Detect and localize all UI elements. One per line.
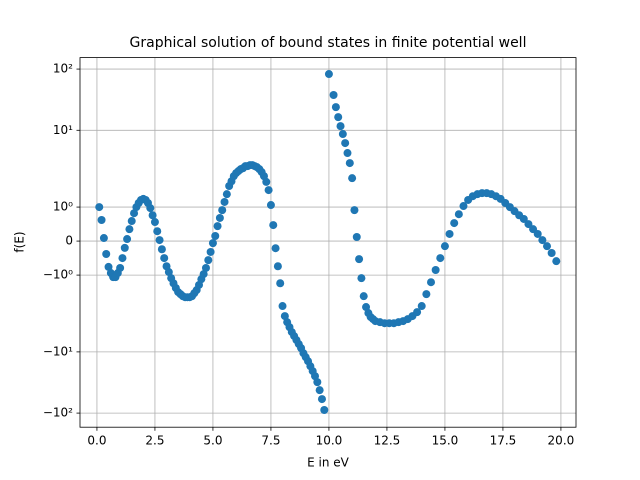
data-point <box>95 203 104 212</box>
y-tick-label: −10¹ <box>43 344 73 358</box>
data-point <box>211 231 220 240</box>
y-tick-label: −10² <box>43 406 73 420</box>
data-point <box>343 149 352 158</box>
data-point <box>215 213 224 222</box>
data-point <box>125 225 134 234</box>
data-point <box>417 302 426 311</box>
data-point <box>104 262 113 271</box>
data-point <box>150 218 159 227</box>
data-point <box>276 279 285 288</box>
data-point <box>264 186 273 195</box>
data-point <box>199 270 208 279</box>
data-point <box>348 174 357 183</box>
x-tick-label: 7.5 <box>261 434 280 448</box>
data-point <box>345 159 354 168</box>
data-point <box>146 204 155 213</box>
data-point <box>413 308 422 317</box>
x-tick-label: 10.0 <box>316 434 343 448</box>
plot-frame <box>79 57 577 428</box>
data-point <box>331 103 340 112</box>
data-point <box>320 405 329 414</box>
data-point <box>445 229 454 238</box>
data-point <box>213 222 222 231</box>
data-point <box>317 395 326 404</box>
data-point <box>533 229 542 238</box>
data-point <box>262 177 271 186</box>
data-point <box>97 216 106 225</box>
data-point <box>130 209 139 218</box>
data-point <box>459 202 468 211</box>
data-point <box>538 236 547 245</box>
data-point <box>278 302 287 311</box>
data-point <box>153 227 162 236</box>
x-tick-label: 15.0 <box>432 434 459 448</box>
x-tick-label: 2.5 <box>145 434 164 448</box>
data-point <box>116 263 125 272</box>
data-point <box>99 234 108 243</box>
data-point <box>350 206 359 215</box>
data-point <box>552 257 561 266</box>
data-point <box>157 245 166 254</box>
x-tick-label: 20.0 <box>548 434 575 448</box>
data-point <box>208 239 217 248</box>
data-point <box>352 233 361 242</box>
data-point <box>280 312 289 321</box>
data-point <box>519 214 528 223</box>
data-point <box>436 254 445 263</box>
data-point <box>102 250 111 259</box>
chart-title: Graphical solution of bound states in fi… <box>130 35 527 51</box>
data-point <box>204 256 213 265</box>
data-point <box>273 262 282 271</box>
data-point <box>218 206 227 215</box>
data-point <box>524 220 533 229</box>
y-tick-label: 10² <box>53 62 73 76</box>
data-point <box>359 292 368 301</box>
data-point <box>206 247 215 256</box>
data-point <box>422 290 431 299</box>
data-point <box>543 242 552 251</box>
data-point <box>311 372 320 381</box>
data-point <box>547 248 556 257</box>
data-point <box>336 122 345 131</box>
x-tick-label: 5.0 <box>203 434 222 448</box>
data-point <box>222 190 231 199</box>
y-tick-label: 10⁰ <box>53 200 73 214</box>
x-tick-label: 12.5 <box>374 434 401 448</box>
data-point <box>450 219 459 228</box>
data-point <box>201 263 210 272</box>
data-point <box>431 265 440 274</box>
data-point <box>427 278 436 287</box>
data-point <box>338 130 347 139</box>
data-point <box>440 242 449 251</box>
data-point <box>160 254 169 263</box>
data-point <box>220 197 229 206</box>
data-point <box>334 113 343 122</box>
data-point <box>164 268 173 277</box>
x-tick-label: 17.5 <box>490 434 517 448</box>
y-tick-label: 0 <box>65 234 73 248</box>
data-point <box>148 211 157 220</box>
data-point <box>329 91 338 100</box>
data-point <box>271 244 280 253</box>
data-point <box>266 201 275 210</box>
x-axis-label: E in eV <box>307 456 350 470</box>
y-tick-label: 10¹ <box>53 123 73 137</box>
data-point <box>120 243 129 252</box>
data-point <box>454 210 463 219</box>
y-tick-label: −10⁰ <box>43 268 73 282</box>
data-point <box>269 221 278 230</box>
x-tick-label: 0.0 <box>87 434 106 448</box>
data-point <box>355 255 364 264</box>
y-axis-label: f(E) <box>13 231 27 252</box>
data-point <box>341 139 350 148</box>
data-point <box>118 254 127 263</box>
data-point <box>315 386 324 395</box>
data-point <box>123 235 132 244</box>
data-point <box>155 236 164 245</box>
data-point <box>127 217 136 226</box>
data-point <box>357 274 366 283</box>
data-point <box>324 70 333 79</box>
data-point <box>313 378 322 387</box>
